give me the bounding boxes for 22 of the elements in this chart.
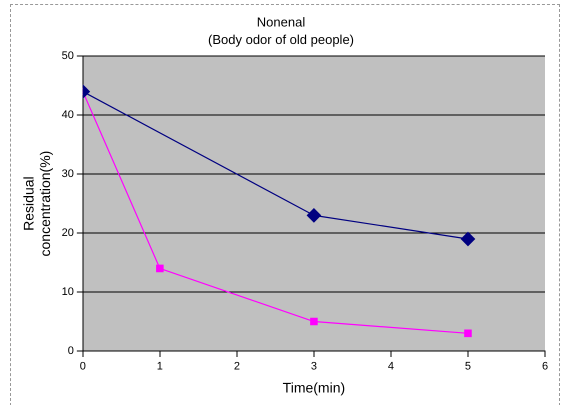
y-tick-label: 10 [62, 286, 74, 298]
x-tick-label: 5 [464, 360, 472, 373]
x-axis-title: Time(min) [282, 379, 346, 396]
point [460, 232, 476, 246]
x-tick-label: 2 [234, 360, 240, 373]
chart-title: Nonenal [256, 14, 306, 30]
x-tick-label: 0 [80, 360, 86, 373]
chart-subtitle: (Body odor of old people) [208, 32, 354, 47]
y-tick-label: 40 [62, 109, 74, 122]
point [156, 264, 164, 272]
point [464, 330, 472, 338]
x-tick-label: 3 [310, 360, 317, 373]
x-tick-label: 1 [156, 360, 163, 373]
point [306, 208, 322, 222]
x-tick-label: 4 [388, 360, 394, 373]
y-tick-label: 50 [62, 50, 74, 62]
point [310, 318, 318, 326]
y-tick-label: 0 [68, 345, 74, 358]
y-tick-label: 30 [62, 168, 74, 180]
y-axis-title: Residual concentration(%) [20, 150, 54, 257]
x-tick-label: 6 [542, 360, 548, 373]
y-tick-label: 20 [62, 227, 74, 240]
